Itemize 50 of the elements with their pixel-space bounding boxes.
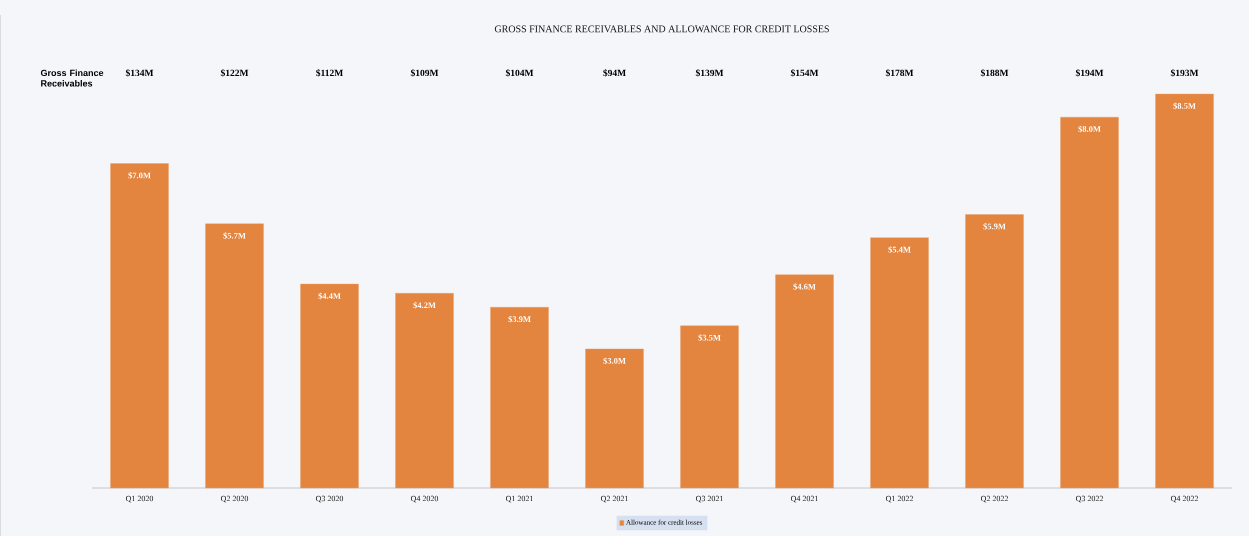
text: $178M: [885, 69, 914, 77]
data-label: $3.5M: [698, 334, 721, 342]
data-label: $5.7M: [223, 232, 246, 240]
x-tick-label: Q1 2020: [125, 495, 154, 503]
x-tick-label: Q2 2022: [980, 495, 1008, 503]
data-label: $3.9M: [508, 315, 531, 323]
bar: [1060, 116, 1119, 489]
x-tick-label: Q2 2020: [220, 495, 249, 503]
data-label: $4.4M: [318, 292, 341, 300]
data-label: $7.0M: [128, 171, 151, 179]
x-tick-label: Q1 2021: [505, 495, 533, 503]
x-tick-label: Q3 2022: [1075, 495, 1103, 503]
x-tick-label: Q2 2021: [600, 495, 628, 503]
text: $122M: [220, 69, 249, 77]
bar: [1155, 93, 1214, 489]
bar: [395, 293, 454, 489]
x-tick-label: Q1 2022: [885, 495, 913, 503]
x-tick-label: Q3 2021: [695, 495, 723, 503]
bar: [205, 223, 264, 489]
text: $109M: [410, 69, 439, 77]
text: Gross Finance Receivables: [40, 69, 104, 87]
data-label: $5.4M: [888, 246, 911, 253]
bar: [680, 325, 739, 489]
data-label: $4.2M: [413, 301, 436, 309]
bar: [300, 283, 359, 489]
text: $112M: [316, 69, 343, 77]
x-tick-label: Q4 2022: [1170, 495, 1198, 503]
data-label: $3.0M: [603, 357, 626, 365]
x-tick-label: Q3 2020: [315, 495, 344, 503]
text: $139M: [695, 69, 724, 77]
bar: [585, 348, 644, 489]
text: $194M: [1075, 69, 1104, 77]
text: $94M: [603, 69, 626, 77]
text: $104M: [505, 69, 534, 77]
data-label: $5.9M: [983, 222, 1006, 230]
bar: [965, 214, 1024, 489]
bar: [490, 306, 549, 489]
bar: [775, 274, 834, 489]
x-tick-label: Q4 2020: [410, 495, 439, 503]
text: $188M: [980, 69, 1009, 77]
x-tick-label: Q4 2021: [790, 495, 818, 503]
data-label: $8.5M: [1173, 102, 1196, 110]
chart-title: GROSS FINANCE RECEIVABLES AND ALLOWANCE FOR CREDIT LOSSES: [494, 25, 829, 33]
data-label: $4.6M: [793, 283, 816, 291]
text: $193M: [1170, 69, 1199, 77]
bar: [870, 237, 929, 489]
bar: [110, 163, 169, 489]
data-label: $8.0M: [1078, 125, 1101, 133]
text: $154M: [790, 69, 819, 77]
text: $134M: [125, 69, 154, 77]
